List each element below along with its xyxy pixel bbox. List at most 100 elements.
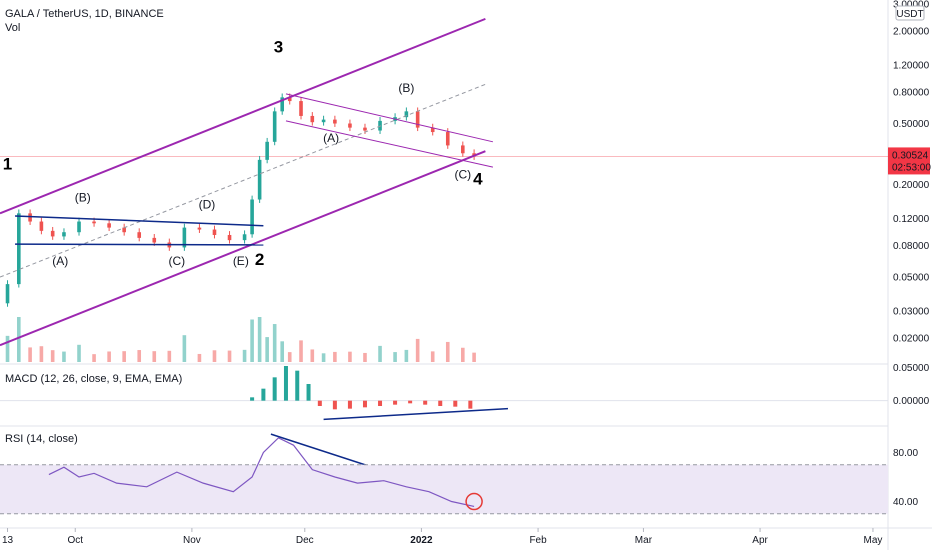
candle-body bbox=[77, 221, 81, 233]
candle-body bbox=[50, 230, 55, 237]
macd-histogram-bar bbox=[261, 388, 266, 401]
macd-tick-label: 0.00000 bbox=[893, 396, 930, 407]
price-tick-label: 0.20000 bbox=[893, 180, 930, 191]
candle-body bbox=[445, 132, 450, 146]
candle-body bbox=[62, 232, 66, 237]
macd-histogram-bar bbox=[362, 400, 367, 408]
volume-bar bbox=[333, 351, 337, 362]
rsi-tick-label: 80.00 bbox=[893, 448, 918, 459]
volume-bars bbox=[5, 317, 476, 362]
time-tick-label: Apr bbox=[752, 535, 768, 546]
volume-bar bbox=[28, 347, 32, 362]
lower-channel-line bbox=[0, 150, 486, 347]
price-tick-label: 0.05000 bbox=[893, 273, 930, 284]
volume-bar bbox=[310, 349, 315, 362]
macd-label: MACD (12, 26, close, 9, EMA, EMA) bbox=[5, 373, 183, 385]
price-tick-label: 0.02000 bbox=[893, 334, 930, 345]
currency-badge bbox=[895, 5, 925, 21]
candle-body bbox=[272, 111, 277, 142]
volume-bar bbox=[430, 351, 435, 362]
candle-body bbox=[310, 115, 315, 123]
price-tick-label: 2.00000 bbox=[893, 27, 930, 38]
time-tick-label: Mar bbox=[635, 535, 653, 546]
candle-body bbox=[363, 127, 367, 131]
wave-label: 1 bbox=[3, 155, 12, 174]
candle-body bbox=[212, 229, 217, 235]
time-tick-label: May bbox=[863, 535, 882, 546]
candle-body bbox=[152, 237, 157, 243]
price-tick-label: 1.20000 bbox=[893, 61, 930, 72]
macd-histogram-bar bbox=[423, 400, 428, 405]
corrective-channel-lower bbox=[285, 120, 494, 168]
volume-bar bbox=[197, 353, 202, 362]
candle-body bbox=[321, 119, 326, 123]
candles bbox=[5, 93, 476, 307]
macd-histogram-bar bbox=[468, 400, 473, 409]
chart-title: GALA / TetherUS, 1D, BINANCE bbox=[5, 8, 164, 20]
candle-body bbox=[250, 199, 254, 235]
price-tick-label: 0.08000 bbox=[893, 241, 930, 252]
rsi-pane bbox=[0, 437, 888, 515]
macd-histogram-bar bbox=[250, 397, 255, 401]
macd-histogram-bar bbox=[438, 400, 443, 406]
candle-body bbox=[5, 284, 10, 304]
countdown-value: 02:53:00 bbox=[892, 162, 931, 173]
candle-body bbox=[92, 221, 96, 224]
volume-bar bbox=[152, 351, 157, 362]
volume-bar bbox=[287, 352, 292, 362]
volume-bar bbox=[92, 354, 96, 362]
volume-bar bbox=[122, 351, 126, 362]
rsi-tick-label: 40.00 bbox=[893, 497, 918, 508]
volume-bar bbox=[17, 317, 21, 362]
time-tick-label: Oct bbox=[67, 535, 83, 546]
candle-body bbox=[242, 234, 247, 241]
price-tick-label: 0.50000 bbox=[893, 119, 930, 130]
last-price-value: 0.30524 bbox=[892, 150, 929, 161]
macd-histogram-bar bbox=[317, 400, 322, 406]
volume-bar bbox=[404, 349, 409, 362]
candle-body bbox=[265, 141, 269, 160]
candle-body bbox=[415, 111, 420, 128]
macd-histogram-bar bbox=[332, 400, 337, 410]
currency-badge-label: USDT bbox=[896, 9, 923, 20]
price-tick-label: 0.03000 bbox=[893, 307, 930, 318]
volume-bar bbox=[257, 317, 262, 362]
rsi-line bbox=[48, 437, 475, 507]
volume-bar bbox=[77, 344, 81, 362]
wave-label: 4 bbox=[473, 170, 483, 189]
drawing-overlay: 1(B)(A)(D)(C) (E) 23(A)(B)(C) 4 bbox=[0, 17, 516, 515]
volume-bar bbox=[378, 345, 382, 362]
macd-histogram-bar bbox=[272, 377, 277, 401]
rsi-band bbox=[0, 464, 888, 514]
time-tick-label: Feb bbox=[529, 535, 547, 546]
volume-bar bbox=[472, 352, 476, 362]
candle-body bbox=[28, 213, 32, 222]
candle-body bbox=[404, 111, 409, 118]
price-tick-label: 3.00000 bbox=[893, 0, 930, 11]
sub-wave-label: (A) bbox=[323, 131, 339, 145]
volume-bar bbox=[39, 346, 44, 362]
price-tick-label: 0.80000 bbox=[893, 88, 930, 99]
candle-body bbox=[299, 101, 303, 116]
wave-label: 3 bbox=[274, 37, 283, 56]
candle-body bbox=[17, 213, 21, 285]
volume-bar bbox=[415, 338, 420, 362]
volume-bar bbox=[299, 340, 303, 362]
macd-histogram-bar bbox=[408, 400, 413, 404]
candle-body bbox=[430, 127, 435, 133]
time-tick-label: 13 bbox=[2, 535, 14, 546]
sub-wave-label: (B) bbox=[75, 191, 91, 205]
last-price-badge bbox=[888, 147, 930, 175]
sub-wave-label: (E) bbox=[233, 254, 249, 268]
sub-wave-label: (C) bbox=[169, 254, 186, 268]
candle-body bbox=[227, 234, 232, 241]
price-tick-label: 0.12000 bbox=[893, 214, 930, 225]
time-tick-label: Dec bbox=[296, 535, 314, 546]
volume-bar bbox=[445, 341, 450, 362]
volume-bar bbox=[62, 351, 66, 362]
macd-histogram-bar bbox=[347, 400, 352, 409]
candle-body bbox=[333, 119, 337, 124]
volume-label: Vol bbox=[5, 22, 21, 34]
